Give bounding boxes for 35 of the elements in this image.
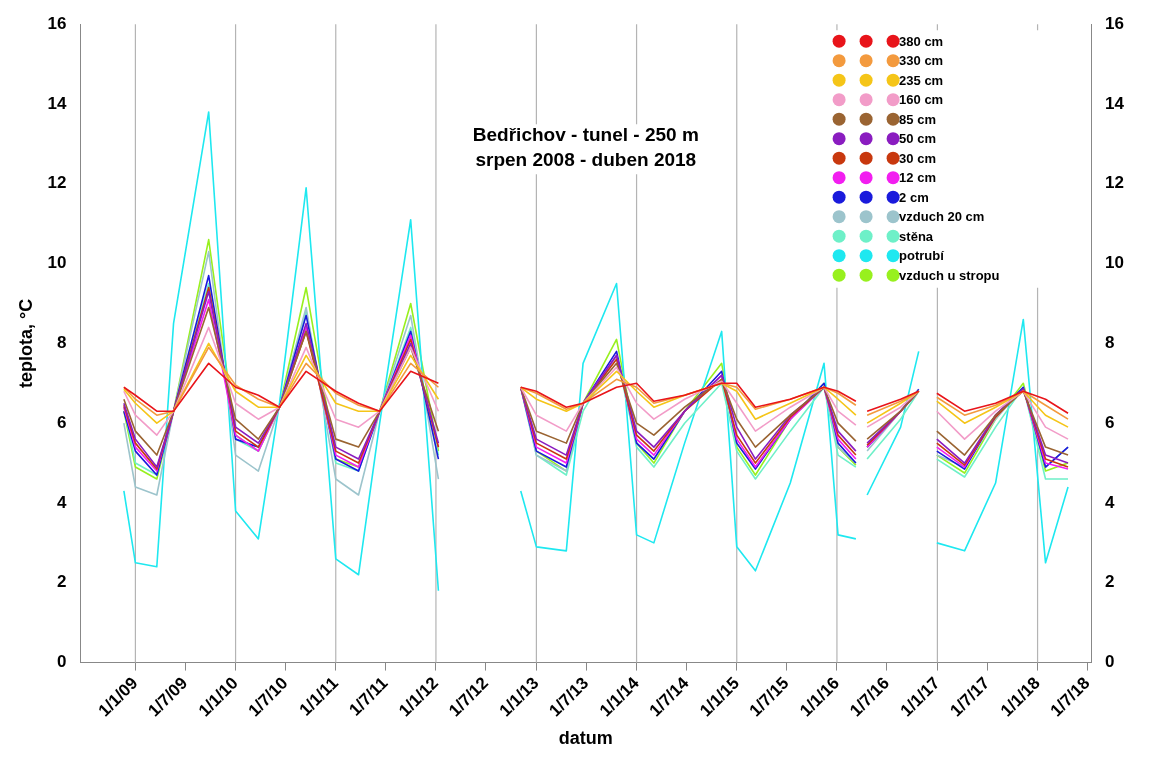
y-tick-label: 8	[57, 333, 67, 353]
y-axis-title: teplota, °C	[15, 298, 36, 388]
legend-label: 50 cm	[899, 131, 936, 147]
legend-label: potrubí	[899, 248, 945, 264]
legend-label: vzduch 20 cm	[899, 209, 985, 225]
legend-label: 12 cm	[899, 170, 936, 186]
y2-tick-label: 10	[1105, 253, 1125, 273]
legend-label: 30 cm	[899, 150, 936, 166]
x-axis-title: datum	[558, 728, 613, 749]
legend-label: 235 cm	[899, 72, 944, 88]
y-tick-label: 0	[57, 652, 67, 672]
legend-label: 85 cm	[899, 111, 936, 127]
y2-tick-label: 14	[1105, 93, 1125, 113]
legend-label: 330 cm	[899, 53, 944, 69]
legend-label: 380 cm	[899, 33, 944, 49]
y2-tick-label: 4	[1105, 492, 1116, 512]
y2-tick-label: 12	[1105, 173, 1125, 193]
y-tick-label: 12	[47, 173, 67, 193]
y2-tick-label: 0	[1105, 652, 1115, 672]
y-tick-label: 6	[57, 412, 67, 432]
y-tick-label: 4	[57, 492, 68, 512]
y2-tick-label: 16	[1105, 13, 1125, 33]
y-tick-label: 2	[57, 572, 67, 592]
text: srpen 2008 - duben 2018	[475, 149, 697, 171]
legend-label: 2 cm	[899, 189, 929, 205]
y2-tick-label: 8	[1105, 333, 1115, 353]
y-tick-label: 14	[47, 93, 68, 113]
y2-tick-label: 2	[1105, 572, 1115, 592]
legend-label: vzduch u stropu	[899, 267, 1000, 283]
text: Bedřichov - tunel - 250 m	[472, 124, 699, 146]
y-tick-label: 10	[47, 253, 67, 273]
y2-tick-label: 6	[1105, 412, 1115, 432]
legend-label: 160 cm	[899, 92, 944, 108]
legend-label: stěna	[899, 228, 934, 244]
y-tick-label: 16	[47, 13, 67, 33]
